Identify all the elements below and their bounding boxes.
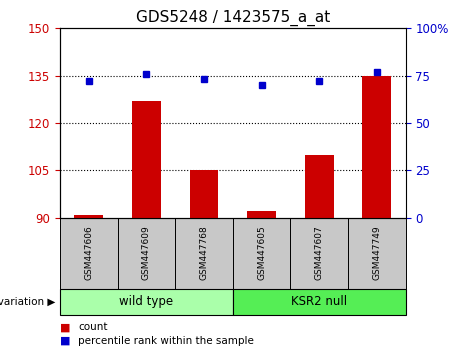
Text: GSM447609: GSM447609 [142, 226, 151, 280]
Text: count: count [78, 322, 108, 332]
Text: ■: ■ [60, 322, 71, 332]
Text: GSM447749: GSM447749 [372, 226, 381, 280]
Text: genotype/variation ▶: genotype/variation ▶ [0, 297, 55, 307]
Bar [118, 218, 175, 289]
Text: KSR2 null: KSR2 null [291, 295, 347, 308]
Text: percentile rank within the sample: percentile rank within the sample [78, 336, 254, 346]
Bar [74, 215, 103, 218]
Bar [233, 289, 406, 315]
Bar [175, 218, 233, 289]
Bar [247, 211, 276, 218]
Text: ■: ■ [60, 336, 71, 346]
Bar [60, 289, 233, 315]
Bar [233, 218, 290, 289]
Bar [362, 76, 391, 218]
Bar [189, 170, 219, 218]
Bar [132, 101, 161, 218]
Bar [348, 218, 406, 289]
Text: GSM447606: GSM447606 [84, 226, 93, 280]
Text: wild type: wild type [119, 295, 173, 308]
Text: GSM447605: GSM447605 [257, 226, 266, 280]
Bar [60, 218, 118, 289]
Bar [290, 218, 348, 289]
Text: GSM447768: GSM447768 [200, 226, 208, 280]
Bar [305, 155, 334, 218]
Title: GDS5248 / 1423575_a_at: GDS5248 / 1423575_a_at [136, 9, 330, 25]
Text: GSM447607: GSM447607 [315, 226, 324, 280]
